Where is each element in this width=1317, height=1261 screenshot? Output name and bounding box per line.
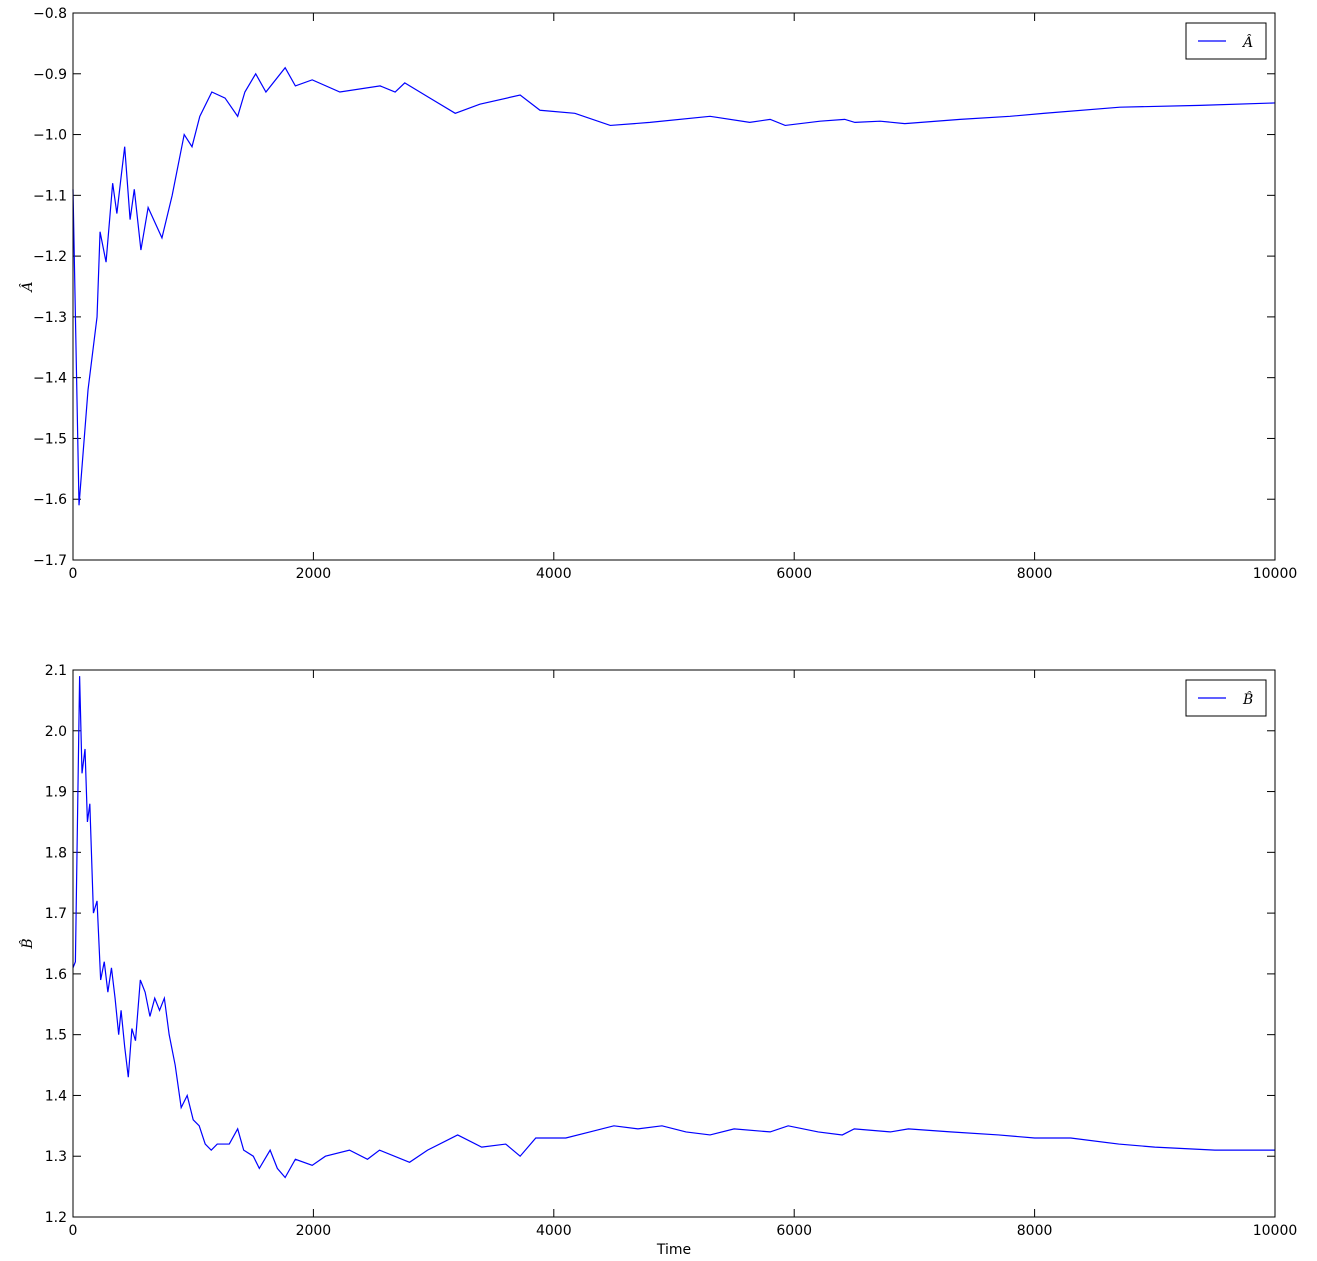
plot-area (73, 670, 1275, 1217)
x-tick-label: 6000 (776, 1223, 812, 1239)
x-tick-label: 2000 (296, 566, 332, 582)
x-tick-label: 0 (69, 566, 78, 582)
y-tick-label: −1.2 (33, 249, 67, 265)
y-axis-label: B̂ (18, 938, 36, 949)
y-tick-label: −1.3 (33, 310, 67, 326)
legend-label: B̂ (1242, 690, 1253, 708)
y-tick-label: 1.8 (45, 845, 67, 861)
data-line (72, 676, 1275, 1179)
plot-frame (72, 12, 1276, 561)
x-axis-label: Time (656, 1242, 691, 1258)
y-tick-label: 1.9 (45, 785, 67, 801)
x-tick-label: 4000 (536, 566, 572, 582)
y-tick-label: 1.6 (45, 967, 67, 983)
y-tick-label: −1.4 (33, 371, 67, 387)
x-tick-label: 4000 (536, 1223, 572, 1239)
y-tick-label: −0.9 (33, 67, 67, 83)
y-tick-label: −1.1 (33, 188, 67, 204)
plot-frame (72, 669, 1276, 1218)
data-line (72, 66, 1276, 506)
y-tick-label: 1.5 (45, 1028, 67, 1044)
y-tick-label: 1.4 (45, 1088, 67, 1104)
plot-area (73, 13, 1275, 560)
y-tick-label: 1.3 (45, 1149, 67, 1165)
x-tick-label: 0 (69, 1223, 78, 1239)
y-axis-label: Â (18, 281, 36, 293)
x-tick-label: 8000 (1017, 1223, 1053, 1239)
y-tick-label: −1.0 (33, 128, 67, 144)
y-tick-label: 1.2 (45, 1210, 67, 1226)
y-tick-label: −1.7 (33, 553, 67, 569)
y-tick-label: −0.8 (33, 6, 67, 22)
y-tick-label: 2.1 (45, 663, 67, 679)
y-tick-label: 1.7 (45, 906, 67, 922)
x-tick-label: 10000 (1253, 1223, 1298, 1239)
y-tick-label: −1.6 (33, 492, 67, 508)
x-tick-label: 6000 (776, 566, 812, 582)
y-tick-label: 2.0 (45, 724, 67, 740)
x-tick-label: 8000 (1017, 566, 1053, 582)
x-tick-label: 10000 (1253, 566, 1298, 582)
y-tick-label: −1.5 (33, 431, 67, 447)
x-tick-label: 2000 (296, 1223, 332, 1239)
legend-label: Â (1241, 33, 1253, 51)
